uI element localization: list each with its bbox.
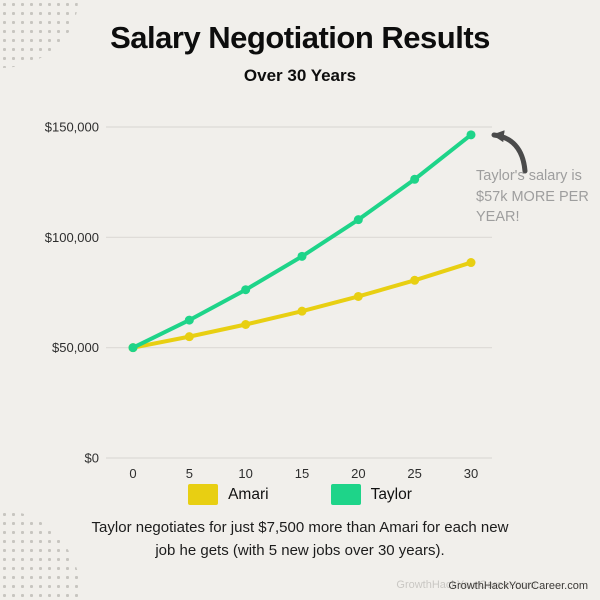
- legend-label-taylor: Taylor: [370, 485, 412, 503]
- annotation-text: Taylor's salary is $57k MORE PER YEAR!: [476, 168, 589, 226]
- legend-label-amari: Amari: [228, 485, 269, 503]
- chart-legend: Amari Taylor: [0, 484, 600, 505]
- legend-item-amari: Amari: [188, 484, 269, 505]
- svg-text:10: 10: [238, 466, 252, 481]
- svg-text:$100,000: $100,000: [45, 230, 99, 245]
- svg-text:$150,000: $150,000: [45, 120, 99, 135]
- amari-swatch: [188, 484, 219, 505]
- svg-text:0: 0: [129, 466, 136, 481]
- watermark: GrowthHackYourCareer.com: [448, 580, 588, 592]
- legend-item-taylor: Taylor: [330, 484, 412, 505]
- caption: Taylor negotiates for just $7,500 more t…: [91, 519, 509, 559]
- svg-text:$0: $0: [85, 451, 99, 466]
- dot-pattern-bottom-left: [0, 510, 82, 600]
- svg-text:30: 30: [464, 466, 478, 481]
- page-subtitle: Over 30 Years: [243, 66, 357, 85]
- svg-text:$50,000: $50,000: [52, 340, 99, 355]
- page-title: Salary Negotiation Results: [110, 20, 490, 55]
- taylor-swatch: [330, 484, 361, 505]
- watermark-ghost: GrowthHackYourCareer.com: [396, 579, 536, 591]
- svg-text:5: 5: [186, 466, 193, 481]
- svg-text:20: 20: [351, 466, 365, 481]
- svg-text:25: 25: [407, 466, 421, 481]
- svg-text:15: 15: [295, 466, 309, 481]
